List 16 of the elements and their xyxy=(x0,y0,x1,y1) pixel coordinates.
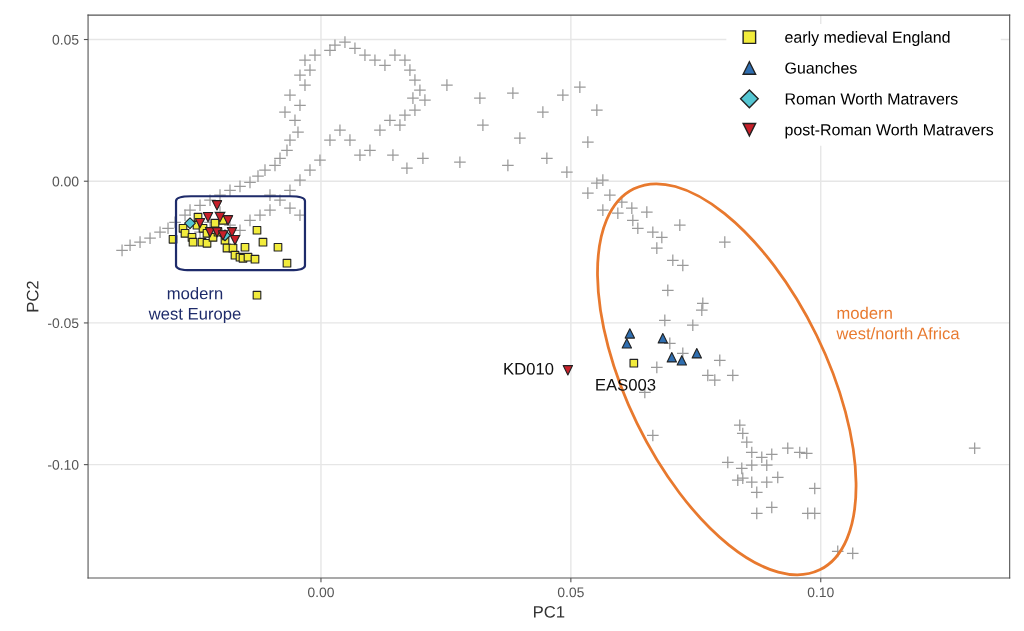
x-tick-label: 0.05 xyxy=(557,587,584,598)
x-tick-label: 0.00 xyxy=(307,587,334,598)
y-tick-label: -0.05 xyxy=(48,318,79,329)
y-tick-label: 0.05 xyxy=(52,34,79,45)
annotation: modern west Europe xyxy=(148,287,241,323)
annotation: KD010 xyxy=(504,362,554,375)
legend-label: Roman Worth Matravers xyxy=(785,92,958,105)
x-tick-label: 0.10 xyxy=(807,587,834,598)
y-tick-label: 0.00 xyxy=(52,176,79,187)
y-axis-title: PC2 xyxy=(26,281,39,312)
legend-label: early medieval England xyxy=(785,31,950,47)
y-tick-label: -0.10 xyxy=(48,459,79,470)
x-axis-title: PC1 xyxy=(534,605,565,618)
legend-label: post-Roman Worth Matravers xyxy=(785,123,994,139)
legend-label: Guanches xyxy=(785,61,857,74)
annotation: modern west/north Africa xyxy=(836,306,960,340)
